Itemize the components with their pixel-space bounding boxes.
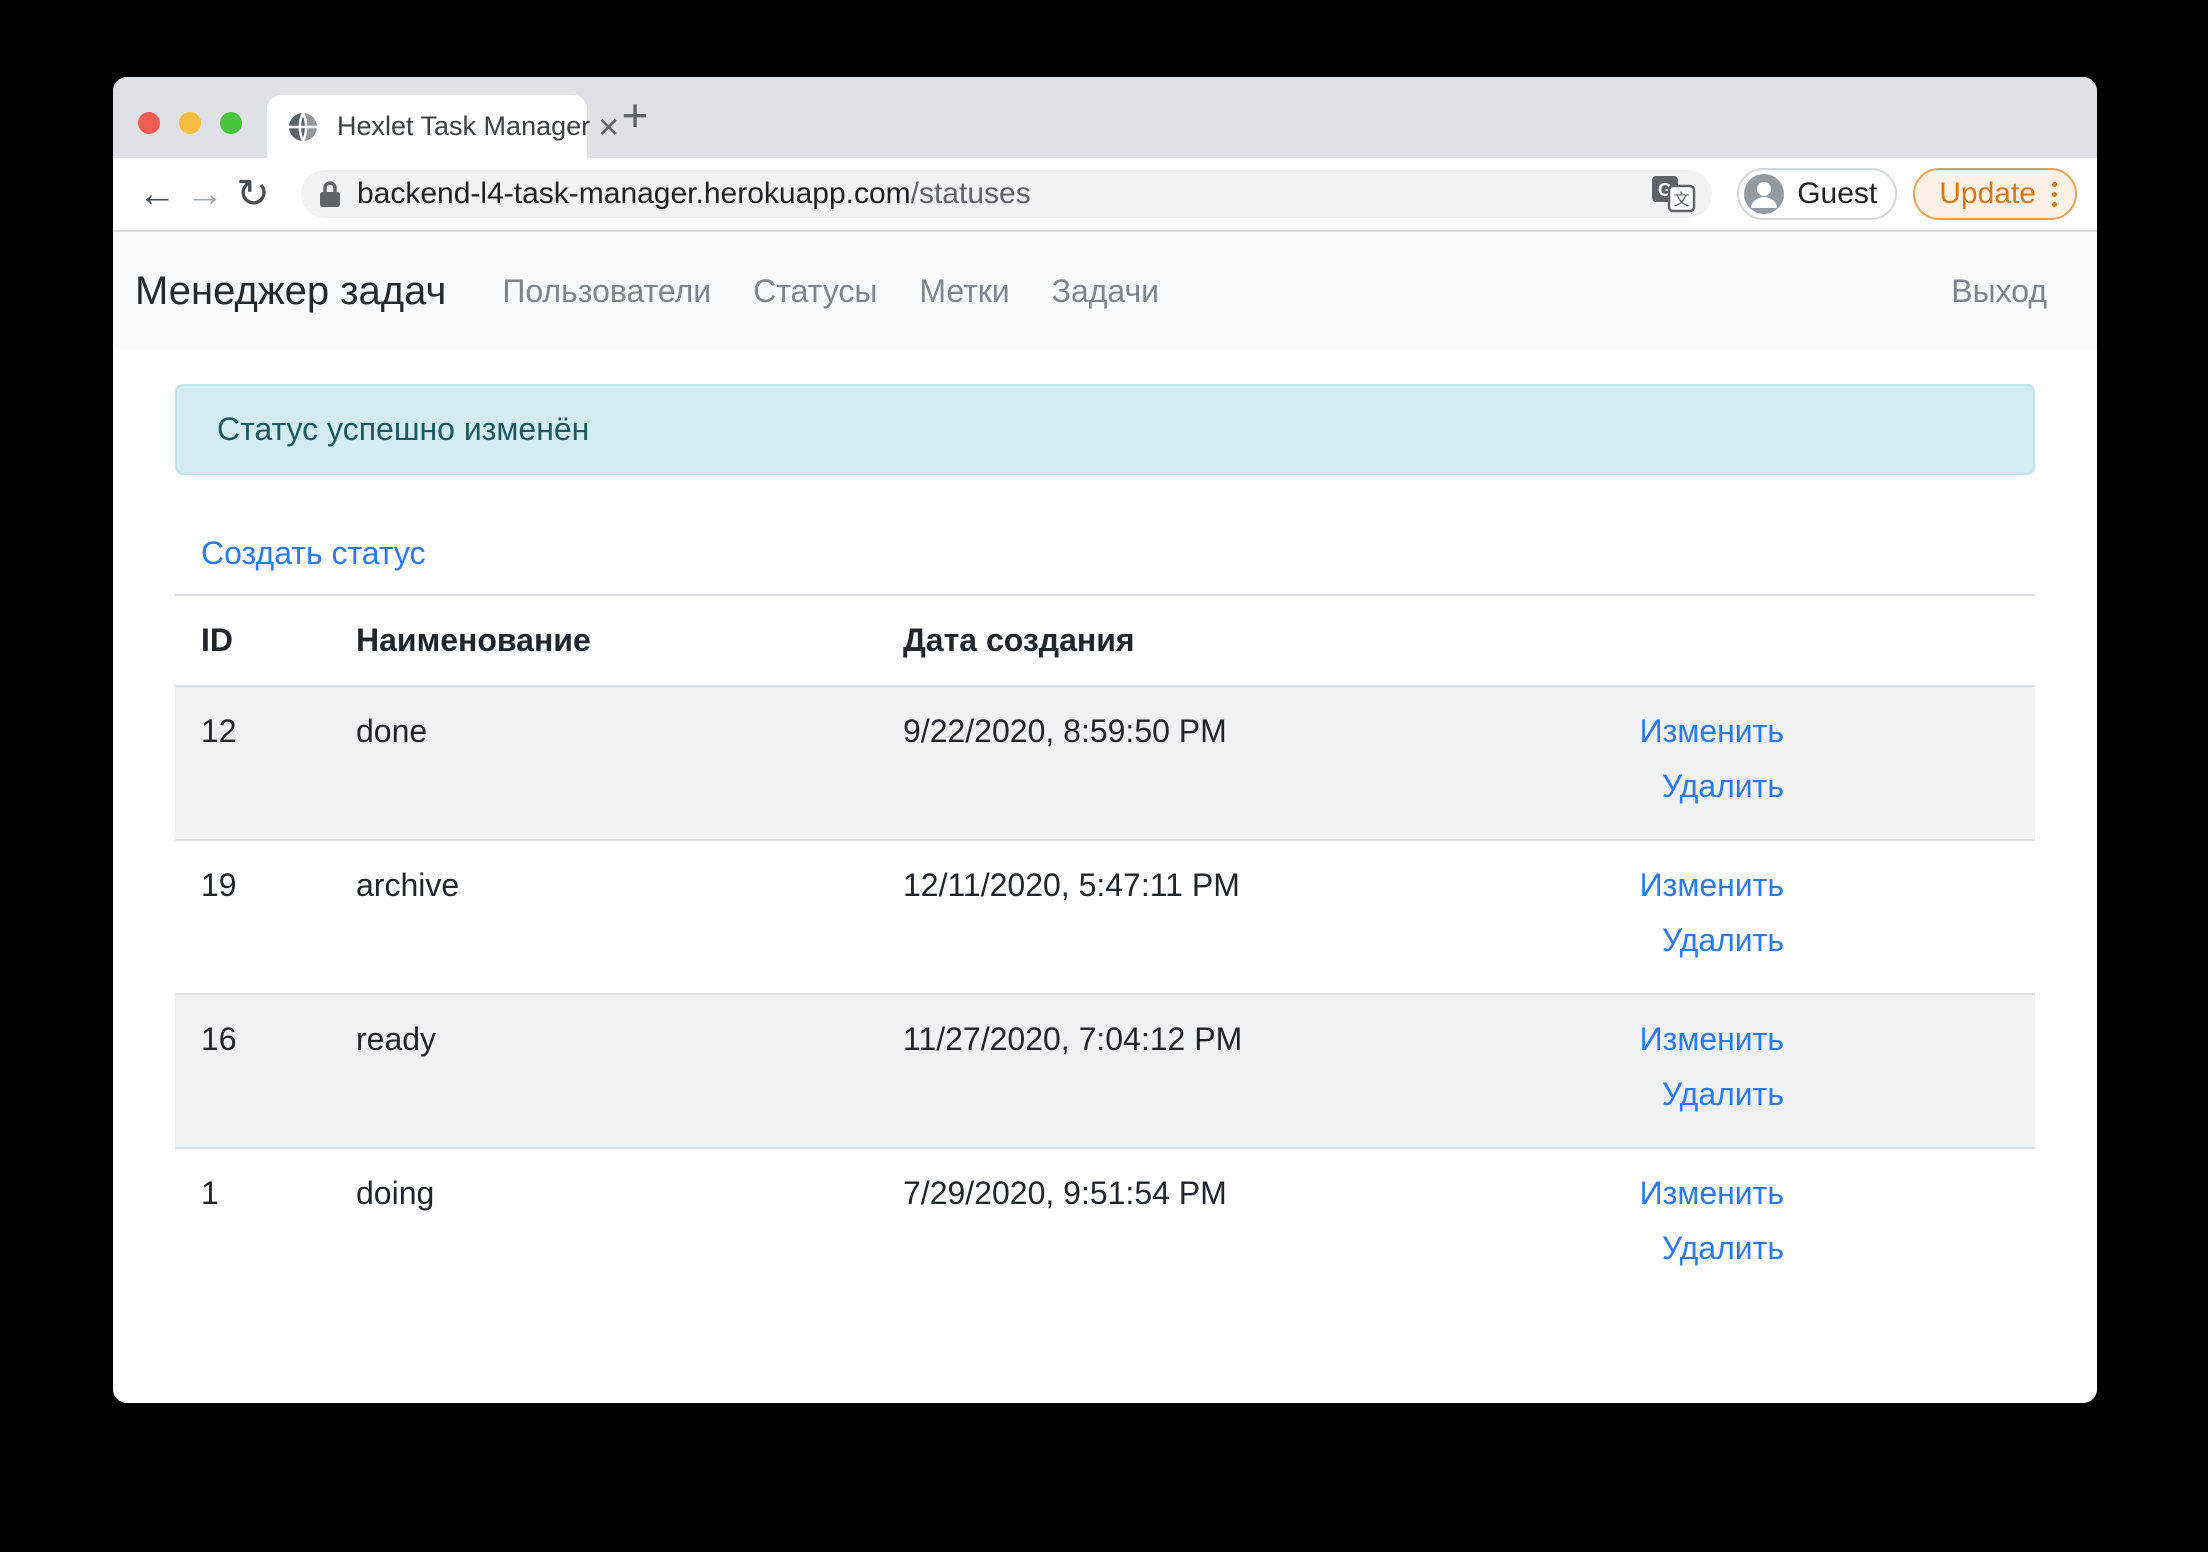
globe-favicon-icon [287, 111, 319, 143]
logout-link[interactable]: Выход [1951, 272, 2047, 309]
brand-link[interactable]: Менеджер задач [135, 268, 447, 313]
url-domain: backend-l4-task-manager.herokuapp.com [357, 177, 911, 210]
cell-name: doing [330, 1147, 877, 1301]
site-navbar: Менеджер задач Пользователи Статусы Метк… [113, 232, 2097, 350]
content-container: Статус успешно изменён Создать статус ID… [145, 350, 2065, 1301]
header-created: Дата создания [877, 594, 1584, 687]
cell-actions: Изменить Удалить [1584, 1147, 1810, 1301]
tab-strip: Hexlet Task Manager × + [113, 77, 2097, 158]
delete-status-link[interactable]: Удалить [1661, 768, 1784, 804]
flash-alert: Статус успешно изменён [175, 384, 2035, 475]
update-label: Update [1939, 177, 2036, 210]
tab-title: Hexlet Task Manager [337, 111, 591, 141]
cell-name: ready [330, 993, 877, 1148]
header-actions [1584, 594, 1810, 687]
profile-label: Guest [1797, 177, 1878, 210]
page-viewport: Менеджер задач Пользователи Статусы Метк… [113, 232, 2097, 1403]
close-window-button[interactable] [138, 112, 160, 134]
cell-id: 16 [175, 993, 330, 1148]
browser-toolbar: ← → ↻ backend-l4-task-manager.herokuapp.… [113, 158, 2097, 232]
nav-link-statuses[interactable]: Статусы [753, 272, 878, 309]
cell-created: 12/11/2020, 5:47:11 PM [877, 839, 1584, 994]
new-tab-button[interactable]: + [621, 89, 649, 141]
edit-status-link[interactable]: Изменить [1639, 713, 1784, 749]
avatar-icon [1744, 174, 1785, 214]
table-row: 19 archive 12/11/2020, 5:47:11 PM Измени… [175, 839, 2035, 994]
cell-spacer [1810, 685, 2035, 840]
statuses-table: ID Наименование Дата создания 12 done 9/… [175, 594, 2035, 1301]
table-row: 16 ready 11/27/2020, 7:04:12 PM Изменить… [175, 993, 2035, 1148]
cell-spacer [1810, 1147, 2035, 1301]
nav-link-tasks[interactable]: Задачи [1051, 272, 1160, 309]
cell-name: archive [330, 839, 877, 994]
edit-status-link[interactable]: Изменить [1639, 867, 1784, 903]
cell-spacer [1810, 839, 2035, 994]
delete-status-link[interactable]: Удалить [1661, 922, 1784, 958]
table-row: 12 done 9/22/2020, 8:59:50 PM Изменить У… [175, 685, 2035, 840]
header-spacer [1810, 594, 2035, 687]
browser-menu-icon[interactable] [2052, 181, 2057, 207]
lock-icon[interactable] [317, 179, 343, 209]
cell-spacer [1810, 993, 2035, 1148]
url-text: backend-l4-task-manager.herokuapp.com/st… [357, 177, 1031, 211]
browser-window: Hexlet Task Manager × + ← → ↻ backend-l4… [113, 77, 2097, 1403]
header-id: ID [175, 594, 330, 687]
url-path: /statuses [910, 177, 1031, 210]
update-browser-button[interactable]: Update [1913, 168, 2077, 220]
cell-actions: Изменить Удалить [1584, 685, 1810, 840]
address-bar[interactable]: backend-l4-task-manager.herokuapp.com/st… [301, 170, 1713, 218]
cell-created: 7/29/2020, 9:51:54 PM [877, 1147, 1584, 1301]
delete-status-link[interactable]: Удалить [1661, 1230, 1784, 1266]
cell-id: 12 [175, 685, 330, 840]
cell-actions: Изменить Удалить [1584, 839, 1810, 994]
tab-close-icon[interactable]: × [598, 105, 620, 147]
edit-status-link[interactable]: Изменить [1639, 1021, 1784, 1057]
create-status-link[interactable]: Создать статус [201, 535, 426, 571]
window-controls [138, 112, 242, 134]
profile-button[interactable]: Guest [1737, 168, 1898, 220]
cell-id: 19 [175, 839, 330, 994]
nav-link-users[interactable]: Пользователи [502, 272, 712, 309]
nav-link-labels[interactable]: Метки [919, 272, 1010, 309]
cell-created: 11/27/2020, 7:04:12 PM [877, 993, 1584, 1148]
nav-links: Пользователи Статусы Метки Задачи [502, 273, 1159, 310]
edit-status-link[interactable]: Изменить [1639, 1175, 1784, 1211]
cell-created: 9/22/2020, 8:59:50 PM [877, 685, 1584, 840]
cell-id: 1 [175, 1147, 330, 1301]
forward-button[interactable]: → [186, 172, 224, 215]
browser-tab[interactable]: Hexlet Task Manager × [267, 95, 619, 158]
table-header-row: ID Наименование Дата создания [175, 594, 2035, 687]
header-name: Наименование [330, 594, 877, 687]
back-button[interactable]: ← [138, 172, 176, 215]
translate-icon[interactable]: G 文 [1650, 174, 1696, 214]
cell-actions: Изменить Удалить [1584, 993, 1810, 1148]
minimize-window-button[interactable] [179, 112, 201, 134]
delete-status-link[interactable]: Удалить [1661, 1076, 1784, 1112]
svg-text:文: 文 [1674, 190, 1690, 209]
fullscreen-window-button[interactable] [220, 112, 242, 134]
reload-button[interactable]: ↻ [236, 172, 270, 216]
cell-name: done [330, 685, 877, 840]
table-row: 1 doing 7/29/2020, 9:51:54 PM Изменить У… [175, 1147, 2035, 1301]
